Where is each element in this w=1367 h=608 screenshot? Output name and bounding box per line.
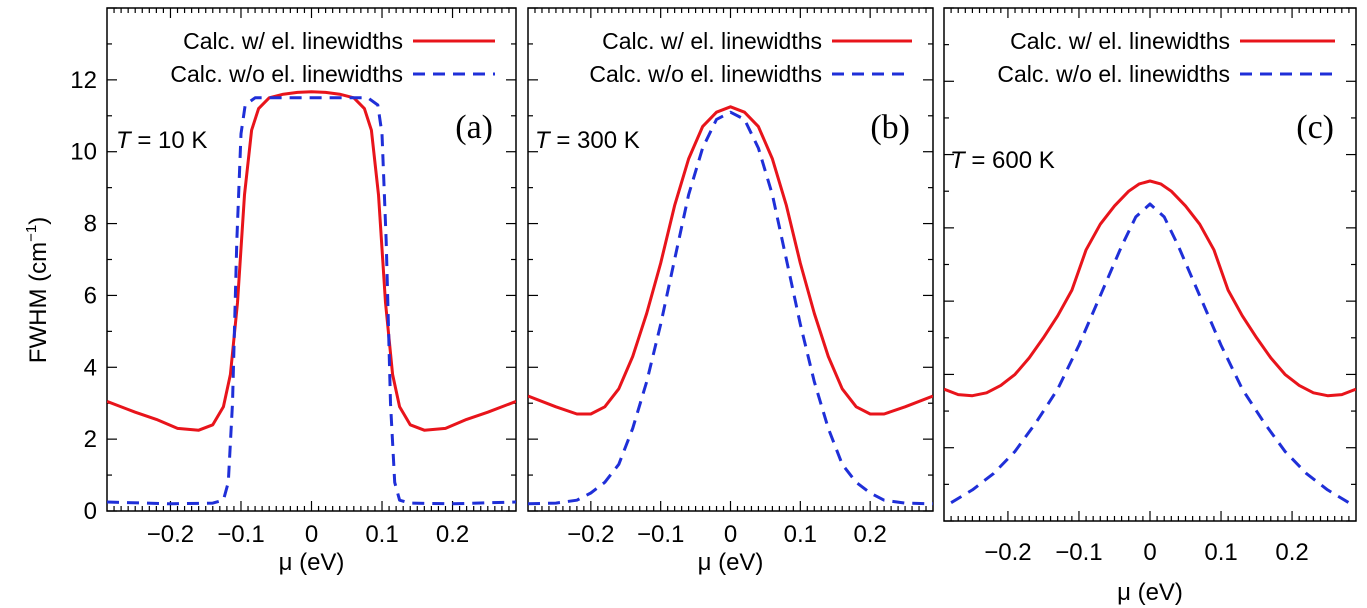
panel-a-x-tick-label: −0.2: [147, 521, 194, 548]
panel-b-legend-label-without: Calc. w/o el. linewidths: [589, 61, 822, 87]
panel-a: 0 2 4 6 8 10 12 −0.2 −0.1 0 0.1 0.2 μ (eV) (a) T = 1…: [70, 7, 517, 576]
panel-a-x-axis-label: μ (eV): [279, 549, 345, 576]
panel-a-legend-label-without: Calc. w/o el. linewidths: [170, 61, 403, 87]
panel-c-legend: Calc. w/ el. linewidths Calc. w/o el. li…: [997, 28, 1335, 87]
y-tick-label: 4: [84, 354, 97, 381]
panel-c-legend-label-with: Calc. w/ el. linewidths: [1010, 28, 1230, 54]
panel-b-x-axis-label: μ (eV): [698, 549, 764, 576]
y-tick-label: 2: [84, 426, 97, 453]
panel-c-legend-label-without: Calc. w/o el. linewidths: [997, 61, 1230, 87]
panel-a-legend-label-with: Calc. w/ el. linewidths: [183, 28, 403, 54]
panel-a-label: (a): [455, 109, 493, 146]
panel-c-temperature: T = 600 K: [950, 147, 1055, 174]
y-axis-label-superscript: −1: [23, 225, 40, 242]
y-axis-label: FWHM (cm−1): [23, 217, 52, 363]
panel-c-x-axis-label: μ (eV): [1117, 579, 1183, 606]
panel-b-x-tick-label: 0: [724, 521, 737, 548]
panel-c-x-tick-label: −0.2: [984, 539, 1031, 566]
panel-a-x-tick-label: −0.1: [217, 521, 264, 548]
panel-c-x-tick-label: 0: [1143, 539, 1156, 566]
panel-c-temperature-value: = 600 K: [965, 147, 1055, 174]
y-tick-label: 12: [70, 67, 97, 94]
panel-c-temperature-symbol: T: [950, 147, 967, 174]
panel-b-temperature: T = 300 K: [535, 127, 640, 154]
panel-c-label: (c): [1296, 109, 1334, 146]
panel-c-x-tick-label: −0.1: [1055, 539, 1102, 566]
panel-a-x-tick-label: 0.2: [436, 521, 469, 548]
panel-b-legend: Calc. w/ el. linewidths Calc. w/o el. li…: [589, 28, 912, 87]
panel-a-temperature-symbol: T: [116, 127, 133, 154]
panel-a-x-tick-label: 0.1: [365, 521, 398, 548]
panel-a-series-with-linewidths: [107, 90, 516, 432]
panel-b-temperature-symbol: T: [535, 127, 552, 154]
panel-b-label: (b): [870, 109, 910, 146]
panel-b-series-with-linewidths: [528, 105, 933, 416]
panel-b-temperature-value: = 300 K: [550, 127, 640, 154]
y-tick-label: 8: [84, 211, 97, 238]
panel-c-series-without-linewidths: [950, 202, 1350, 504]
panel-b-x-tick-label: −0.2: [567, 521, 614, 548]
panel-b-x-tick-label: 0.1: [784, 521, 817, 548]
panel-c: −0.2 −0.1 0 0.1 0.2 μ (eV) (c) T = 600 K Calc…: [943, 7, 1357, 606]
panel-a-series-without-linewidths: [107, 96, 516, 506]
panel-a-temperature-value: = 10 K: [131, 127, 208, 154]
panel-a-temperature: T = 10 K: [116, 127, 207, 154]
y-axis-label-close: ): [25, 217, 52, 225]
panel-b-series-without-linewidths: [528, 110, 933, 506]
panel-c-x-tick-label: 0.2: [1275, 539, 1308, 566]
y-tick-label: 6: [84, 282, 97, 309]
y-axis-label-text: FWHM (cm: [25, 242, 52, 363]
panel-b-legend-label-with: Calc. w/ el. linewidths: [602, 28, 822, 54]
panel-b-x-tick-label: 0.2: [853, 521, 886, 548]
y-tick-label: 0: [84, 498, 97, 525]
panel-b-x-tick-label: −0.1: [637, 521, 684, 548]
panel-b: −0.2 −0.1 0 0.1 0.2 μ (eV) (b) T = 300 K Calc…: [527, 7, 934, 576]
panel-c-series-with-linewidths: [944, 179, 1356, 398]
y-tick-label: 10: [70, 139, 97, 166]
panel-a-legend: Calc. w/ el. linewidths Calc. w/o el. li…: [170, 28, 495, 87]
panel-a-x-tick-label: 0: [305, 521, 318, 548]
panel-c-x-tick-label: 0.1: [1204, 539, 1237, 566]
